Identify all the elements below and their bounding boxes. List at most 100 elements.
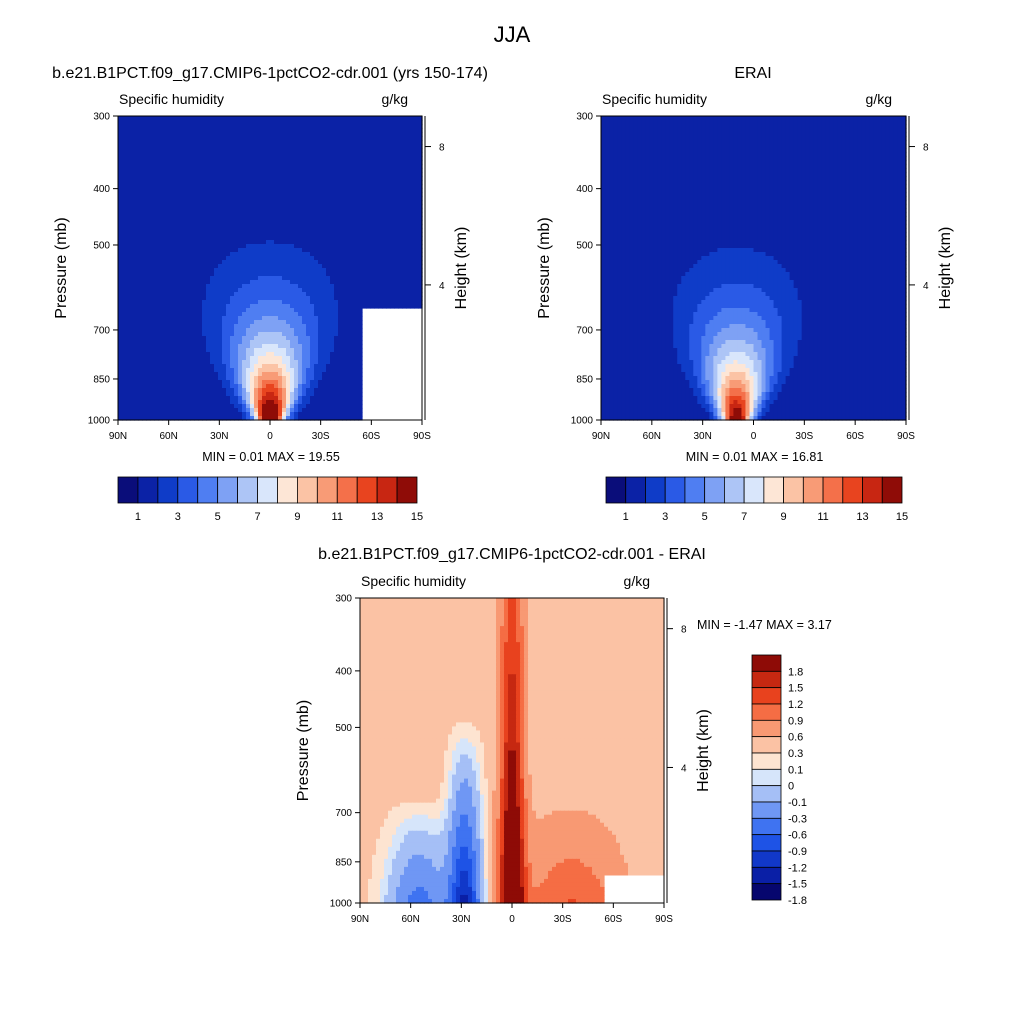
field-cell [134, 308, 139, 313]
field-cell [386, 136, 391, 141]
field-cell [370, 136, 375, 141]
field-cell [250, 148, 255, 153]
field-cell [210, 192, 215, 197]
field-cell [286, 268, 291, 273]
field-cell [210, 200, 215, 205]
field-cell [202, 292, 207, 297]
field-cell [234, 168, 239, 173]
field-cell [142, 144, 147, 149]
field-cell [254, 332, 259, 337]
field-cell [306, 148, 311, 153]
field-cell [130, 184, 135, 189]
field-cell [226, 384, 231, 389]
field-cell [314, 116, 319, 121]
field-cell [278, 148, 283, 153]
field-cell [226, 204, 231, 209]
field-cell [162, 140, 167, 145]
field-cell [266, 268, 271, 273]
field-cell [230, 320, 235, 325]
field-cell [342, 168, 347, 173]
field-cell [390, 204, 395, 209]
field-cell [282, 220, 287, 225]
field-cell [350, 348, 355, 353]
field-cell [202, 252, 207, 257]
field-cell [366, 272, 371, 277]
field-cell [346, 144, 351, 149]
field-cell [218, 140, 223, 145]
field-cell [158, 380, 163, 385]
field-cell [130, 320, 135, 325]
field-cell [402, 172, 407, 177]
field-cell [214, 148, 219, 153]
field-cell [354, 244, 359, 249]
field-cell [142, 352, 147, 357]
field-cell [338, 116, 343, 121]
field-cell [158, 208, 163, 213]
field-cell [190, 180, 195, 185]
field-cell [266, 204, 271, 209]
field-cell [194, 352, 199, 357]
field-cell [138, 368, 143, 373]
field-cell [378, 268, 383, 273]
field-cell [262, 208, 267, 213]
field-cell [246, 360, 251, 365]
field-cell [414, 204, 419, 209]
field-cell [174, 280, 179, 285]
field-cell [206, 292, 211, 297]
field-cell [138, 392, 143, 397]
field-cell [310, 328, 315, 333]
field-cell [222, 244, 227, 249]
field-cell [214, 200, 219, 205]
field-cell [294, 188, 299, 193]
field-cell [270, 116, 275, 121]
field-cell [362, 248, 367, 253]
field-cell [382, 212, 387, 217]
field-cell [198, 232, 203, 237]
field-cell [414, 196, 419, 201]
field-cell [254, 268, 259, 273]
field-cell [182, 272, 187, 277]
field-cell [222, 228, 227, 233]
field-cell [170, 208, 175, 213]
field-cell [202, 212, 207, 217]
field-cell [294, 144, 299, 149]
field-cell [230, 172, 235, 177]
field-cell [150, 132, 155, 137]
field-cell [298, 228, 303, 233]
field-cell [138, 252, 143, 257]
field-cell [182, 360, 187, 365]
field-cell [202, 220, 207, 225]
field-cell [174, 140, 179, 145]
field-cell [314, 336, 319, 341]
field-cell [230, 388, 235, 393]
field-cell [214, 172, 219, 177]
field-cell [382, 188, 387, 193]
field-cell [238, 304, 243, 309]
field-cell [142, 356, 147, 361]
field-cell [226, 248, 231, 253]
field-cell [222, 288, 227, 293]
field-cell [326, 124, 331, 129]
field-cell [258, 224, 263, 229]
field-cell [146, 360, 151, 365]
field-cell [178, 116, 183, 121]
field-cell [210, 176, 215, 181]
field-cell [326, 300, 331, 305]
field-cell [218, 168, 223, 173]
field-cell [306, 132, 311, 137]
field-cell [226, 284, 231, 289]
field-cell [162, 360, 167, 365]
field-cell [266, 188, 271, 193]
field-cell [242, 148, 247, 153]
field-cell [402, 212, 407, 217]
field-cell [234, 272, 239, 277]
field-cell [294, 180, 299, 185]
field-cell [294, 268, 299, 273]
field-cell [238, 328, 243, 333]
field-cell [274, 124, 279, 129]
field-cell [214, 336, 219, 341]
field-cell [150, 340, 155, 345]
field-cell [258, 236, 263, 241]
field-cell [382, 132, 387, 137]
field-cell [314, 280, 319, 285]
